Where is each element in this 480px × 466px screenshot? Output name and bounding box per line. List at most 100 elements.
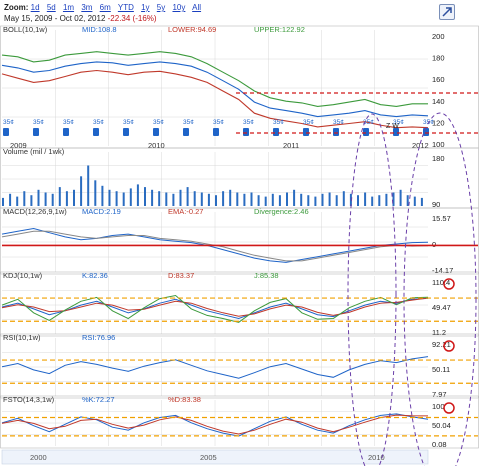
- volume-bar: [101, 185, 104, 207]
- volume-bar: [94, 180, 97, 206]
- panel-title: MACD(12,26,9,1w): [3, 207, 67, 216]
- volume-bar: [286, 192, 288, 206]
- boll-lower-line: [1, 69, 429, 129]
- dividend-flag: [213, 128, 219, 136]
- volume-bar: [278, 195, 281, 206]
- dividend-marker-label: 35¢: [123, 119, 134, 126]
- volume-bar: [129, 188, 132, 206]
- zoom-ytd[interactable]: YTD: [117, 3, 134, 12]
- panel-border: [0, 333, 479, 399]
- highlight-circle: [443, 402, 455, 414]
- volume-bar: [122, 192, 125, 206]
- zoom-6m[interactable]: 6m: [99, 3, 111, 12]
- timeline-label: 2010: [368, 453, 385, 462]
- highlight-circle: [443, 278, 455, 290]
- volume-bar: [115, 191, 118, 207]
- panel-title: FSTO(14,3,1w): [3, 395, 55, 404]
- volume-bar: [413, 196, 416, 206]
- panel-border: [0, 25, 479, 149]
- volume-bar: [16, 196, 19, 206]
- y-tick-label: 11.2: [432, 328, 446, 337]
- legend-entry: RSI:76.96: [82, 333, 115, 342]
- dividend-marker-label: 35¢: [393, 119, 404, 126]
- dividend-flag: [243, 128, 249, 136]
- zoom-5d[interactable]: 5d: [46, 3, 56, 12]
- zoom-5y[interactable]: 5y: [156, 3, 166, 12]
- panel-border: [0, 207, 479, 275]
- y-tick-label: 180: [432, 154, 445, 163]
- volume-bar: [172, 193, 175, 206]
- zoom-label: Zoom:: [4, 3, 29, 12]
- zoom-1d[interactable]: 1d: [30, 3, 40, 12]
- legend-entry: MID:108.8: [82, 25, 117, 34]
- panel-title: Volume (mil / 1wk): [3, 147, 65, 156]
- volume-bar: [257, 195, 260, 206]
- timeline-label: 2005: [200, 453, 217, 462]
- legend-entry: Divergence:2.46: [254, 207, 309, 216]
- panel-title: RSI(10,1w): [3, 333, 41, 342]
- dividend-marker-label: 35¢: [183, 119, 194, 126]
- dividend-flag: [33, 128, 39, 136]
- y-tick-label: 0.08: [432, 440, 447, 449]
- volume-bar: [186, 187, 189, 206]
- volume-bar: [328, 192, 331, 206]
- panel-border: [0, 271, 479, 337]
- legend-entry: D:83.37: [168, 271, 194, 280]
- volume-bar: [314, 196, 317, 206]
- dividend-marker-label: 35¢: [213, 119, 224, 126]
- chart-toolbar: Zoom: 1d 5d 1m 3m 6m YTD 1y 5y 10y All M…: [2, 1, 478, 23]
- dividend-marker-label: 35¢: [363, 119, 374, 126]
- volume-bar: [364, 192, 367, 206]
- volume-bar: [349, 193, 352, 206]
- dividend-marker-label: 35¢: [333, 119, 344, 126]
- volume-bar: [193, 191, 196, 207]
- annotation-ellipse: [347, 113, 397, 466]
- dividend-marker-label: 35¢: [63, 119, 74, 126]
- dividend-flag: [3, 128, 9, 136]
- y-tick-label: 200: [432, 32, 445, 41]
- volume-bar: [144, 187, 146, 206]
- zoom-all[interactable]: All: [192, 3, 202, 12]
- volume-bar: [406, 195, 409, 206]
- zoom-1m[interactable]: 1m: [62, 3, 75, 12]
- dividend-marker-label: 35¢: [243, 119, 254, 126]
- legend-entry: J:85.38: [254, 271, 279, 280]
- volume-bar: [335, 195, 338, 206]
- volume-bar: [243, 193, 246, 206]
- y-tick-label: 110.4: [432, 278, 450, 287]
- date-range: May 15, 2009 - Oct 02, 2012: [4, 14, 106, 23]
- zoom-1y[interactable]: 1y: [141, 3, 150, 12]
- osc-k-line: [1, 297, 429, 320]
- volume-bar: [30, 195, 33, 206]
- volume-bar: [200, 192, 203, 206]
- macd-macd-line: [1, 227, 429, 263]
- volume-bar: [9, 193, 12, 206]
- zoom-10y[interactable]: 10y: [172, 3, 186, 12]
- volume-bar: [399, 189, 402, 206]
- volume-bar: [158, 191, 161, 207]
- dividend-flag: [123, 128, 129, 136]
- dividend-marker-label: 35¢: [153, 119, 164, 126]
- zw-annotation: Z W: [386, 123, 399, 130]
- volume-bar: [51, 193, 54, 206]
- legend-entry: LOWER:94.69: [168, 25, 216, 34]
- y-tick-label: 49.47: [432, 303, 451, 312]
- volume-bar: [165, 192, 168, 206]
- volume-bar: [250, 192, 253, 206]
- stock-chart: BOLL(10,1w) MID:108.8 LOWER:94.69 UPPER:122…: [0, 25, 479, 466]
- y-tick-label: 180: [432, 54, 445, 63]
- expand-button[interactable]: [439, 4, 455, 20]
- dividend-marker-label: 35¢: [273, 119, 284, 126]
- dividend-flag: [333, 128, 339, 136]
- volume-bar: [108, 189, 111, 206]
- volume-bar: [58, 187, 61, 206]
- dividend-flag: [153, 128, 159, 136]
- annotation-ellipse: [403, 112, 477, 466]
- volume-bar: [321, 193, 324, 206]
- volume-bar: [385, 193, 388, 206]
- boll-upper-line: [1, 51, 428, 107]
- date-range-line: May 15, 2009 - Oct 02, 2012 -22.34 (-16%…: [4, 14, 157, 23]
- osc-pct-k-line: [1, 413, 429, 437]
- zoom-3m[interactable]: 3m: [81, 3, 93, 12]
- y-tick-label: 7.97: [432, 390, 447, 399]
